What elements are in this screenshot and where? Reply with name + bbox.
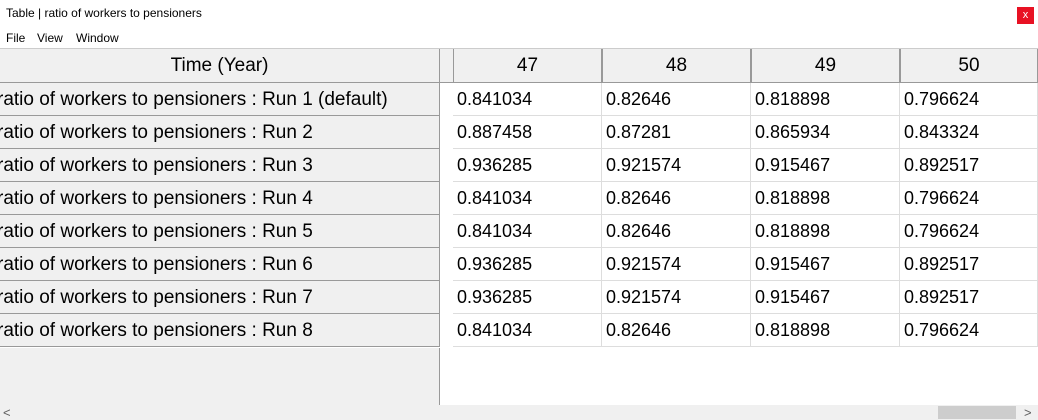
cell[interactable]: 0.818898	[751, 215, 900, 248]
cell[interactable]: 0.865934	[751, 116, 900, 149]
cell[interactable]: 0.818898	[751, 83, 900, 116]
cell[interactable]: 0.921574	[602, 248, 751, 281]
cell[interactable]: 0.796624	[900, 83, 1038, 116]
cell[interactable]: 0.82646	[602, 215, 751, 248]
scroll-left[interactable]: <	[3, 405, 11, 420]
cell[interactable]: 0.818898	[751, 314, 900, 347]
column-header: 49	[751, 49, 900, 83]
cell[interactable]: 0.936285	[453, 248, 602, 281]
menu-item[interactable]: View	[37, 31, 63, 45]
cell[interactable]: 0.82646	[602, 83, 751, 116]
cell[interactable]: 0.892517	[900, 281, 1038, 314]
splitter	[440, 49, 453, 83]
close-button[interactable]: x	[1017, 7, 1034, 24]
scroll-right[interactable]: >	[1024, 405, 1032, 420]
cell[interactable]: 0.892517	[900, 248, 1038, 281]
column-header: 48	[602, 49, 751, 83]
column-header: 50	[900, 49, 1038, 83]
cell[interactable]: 0.841034	[453, 83, 602, 116]
row-header: ratio of workers to pensioners : Run 8	[0, 314, 440, 347]
cell[interactable]: 0.841034	[453, 314, 602, 347]
cell[interactable]: 0.915467	[751, 248, 900, 281]
corner-header: Time (Year)	[0, 49, 440, 83]
row-header: ratio of workers to pensioners : Run 4	[0, 182, 440, 215]
cell[interactable]: 0.843324	[900, 116, 1038, 149]
scroll-thumb[interactable]	[938, 406, 1016, 419]
cell[interactable]: 0.915467	[751, 149, 900, 182]
cell[interactable]: 0.87281	[602, 116, 751, 149]
cell[interactable]: 0.818898	[751, 182, 900, 215]
row-header: ratio of workers to pensioners : Run 5	[0, 215, 440, 248]
cell[interactable]: 0.887458	[453, 116, 602, 149]
title-separator	[0, 48, 1038, 49]
cell[interactable]: 0.82646	[602, 182, 751, 215]
cell[interactable]: 0.921574	[602, 281, 751, 314]
column-header: 47	[453, 49, 602, 83]
cell[interactable]: 0.936285	[453, 149, 602, 182]
cell[interactable]: 0.936285	[453, 281, 602, 314]
cell[interactable]: 0.892517	[900, 149, 1038, 182]
row-header: ratio of workers to pensioners : Run 2	[0, 116, 440, 149]
cell[interactable]: 0.841034	[453, 182, 602, 215]
menu-item[interactable]: Window	[76, 31, 119, 45]
row-header: ratio of workers to pensioners : Run 1 (…	[0, 83, 440, 116]
empty-header-area	[0, 348, 440, 405]
row-header: ratio of workers to pensioners : Run 6	[0, 248, 440, 281]
horizontal-scrollbar[interactable]: < >	[0, 405, 1038, 420]
cell[interactable]: 0.915467	[751, 281, 900, 314]
cell[interactable]: 0.796624	[900, 314, 1038, 347]
menu-item[interactable]: File	[6, 31, 26, 45]
cell[interactable]: 0.796624	[900, 182, 1038, 215]
row-header: ratio of workers to pensioners : Run 3	[0, 149, 440, 182]
window-title: Table | ratio of workers to pensioners	[6, 6, 202, 20]
row-header: ratio of workers to pensioners : Run 7	[0, 281, 440, 314]
cell[interactable]: 0.841034	[453, 215, 602, 248]
cell[interactable]: 0.921574	[602, 149, 751, 182]
cell[interactable]: 0.796624	[900, 215, 1038, 248]
cell[interactable]: 0.82646	[602, 314, 751, 347]
